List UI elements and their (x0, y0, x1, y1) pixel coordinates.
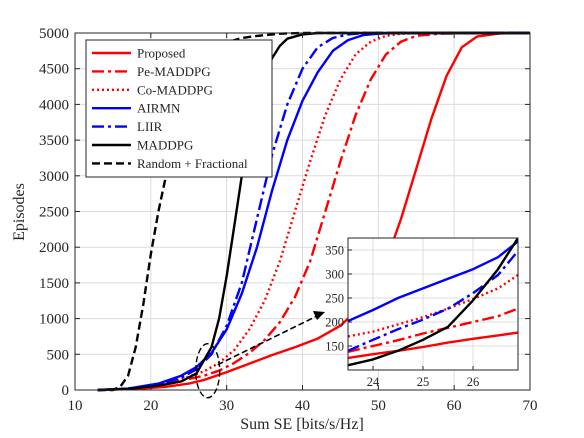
zoom-arrow (217, 314, 320, 366)
y-tick-label: 5000 (39, 26, 69, 42)
legend-label-pe-maddpg: Pe-MADDPG (137, 64, 211, 79)
zoom-ellipse (195, 343, 221, 399)
inset-y-tick-label: 250 (325, 292, 344, 306)
inset-frame (347, 237, 519, 371)
inset-series-line-proposed (348, 331, 518, 360)
series-line-pe-maddpg (97, 31, 530, 392)
inset-series-line-airmn (348, 240, 518, 323)
legend: Proposed Pe-MADDPG Co-MADDPG AIRMN LIIR MADDP… (85, 39, 273, 178)
y-axis-label: Episodes (11, 183, 28, 241)
y-tick-label: 3000 (39, 169, 69, 185)
x-tick-label: 20 (143, 398, 158, 414)
y-tick-label: 0 (62, 383, 70, 399)
legend-label-co-maddpg: Co-MADDPG (137, 82, 213, 97)
x-tick-label: 70 (523, 398, 538, 414)
inset-y-tick-label: 350 (325, 244, 344, 258)
y-tick-label: 500 (47, 347, 70, 363)
inset-x-tick-label: 26 (467, 375, 480, 389)
x-tick-label: 50 (371, 398, 386, 414)
inset-x-tick-label: 24 (367, 375, 380, 389)
y-tick-label: 4000 (39, 97, 69, 113)
inset-series-line-pe-maddpg (348, 307, 518, 353)
legend-label-random-fractional: Random + Fractional (137, 156, 248, 171)
x-tick-label: 30 (219, 398, 234, 414)
legend-label-maddpg: MADDPG (137, 138, 193, 153)
series-line-random-fractional (97, 31, 530, 392)
inset-ticks: 24 25 26 150 200 250 300 350 (325, 244, 479, 390)
zoom-annotation (195, 311, 325, 399)
x-tick-label: 10 (68, 398, 83, 414)
inset-y-tick-label: 300 (325, 268, 344, 282)
legend-label-liir: LIIR (137, 119, 163, 134)
legend-label-proposed: Proposed (137, 46, 186, 61)
x-tick-label: 60 (447, 398, 462, 414)
y-tick-label: 1500 (39, 276, 69, 292)
x-tick-label: 40 (295, 398, 310, 414)
inset-chart: 24 25 26 150 200 250 300 350 (325, 237, 519, 390)
y-tick-label: 1000 (39, 312, 69, 328)
inset-y-tick-label: 200 (325, 316, 344, 330)
zoom-arrow-head (313, 311, 325, 320)
y-tick-label: 4500 (39, 62, 69, 78)
inset-series-line-liir (348, 250, 518, 352)
inset-x-tick-label: 25 (417, 375, 430, 389)
inset-y-tick-label: 150 (325, 340, 344, 354)
inset-series (348, 238, 518, 367)
main-ticks: 10 20 30 40 50 60 70 0 500 1000 1500 2000 2500 3000 35… (39, 26, 538, 414)
inset-series-line-maddpg (348, 238, 518, 367)
y-tick-label: 2500 (39, 205, 69, 221)
y-tick-label: 3500 (39, 133, 69, 149)
y-tick-label: 2000 (39, 240, 69, 256)
legend-label-airmn: AIRMN (137, 101, 181, 116)
x-axis-label: Sum SE [bits/s/Hz] (240, 416, 364, 433)
